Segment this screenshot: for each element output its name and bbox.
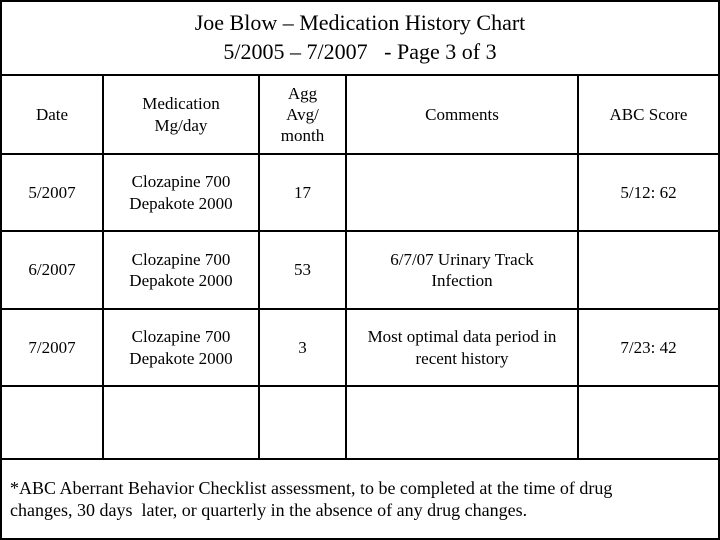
column-header-agg-avg-month: Agg Avg/ month <box>260 76 345 153</box>
cell-row1-abc-score: 5/12: 62 <box>579 155 718 230</box>
column-header-date: Date <box>2 76 102 153</box>
cell-row3-medication: Clozapine 700 Depakote 2000 <box>104 310 258 385</box>
cell-row4-medication <box>104 387 258 458</box>
slide-title: Joe Blow – Medication History Chart <box>194 10 526 36</box>
cell-row4-date <box>2 387 102 458</box>
abc-footnote-text: *ABC Aberrant Behavior Checklist assessm… <box>10 477 613 521</box>
cell-row2-agg: 53 <box>260 232 345 308</box>
column-header-comments: Comments <box>347 76 577 153</box>
cell-row2-abc-score <box>579 232 718 308</box>
footnote-box: *ABC Aberrant Behavior Checklist assessm… <box>2 460 718 538</box>
cell-row4-comments <box>347 387 577 458</box>
title-box: Joe Blow – Medication History Chart 5/20… <box>2 2 718 74</box>
cell-row1-agg: 17 <box>260 155 345 230</box>
column-header-abc-score: ABC Score <box>579 76 718 153</box>
cell-row3-agg: 3 <box>260 310 345 385</box>
cell-row2-date: 6/2007 <box>2 232 102 308</box>
cell-row1-date: 5/2007 <box>2 155 102 230</box>
cell-row4-agg <box>260 387 345 458</box>
cell-row3-date: 7/2007 <box>2 310 102 385</box>
cell-row2-comments: 6/7/07 Urinary Track Infection <box>347 232 577 308</box>
cell-row3-comments: Most optimal data period in recent histo… <box>347 310 577 385</box>
cell-row3-abc-score: 7/23: 42 <box>579 310 718 385</box>
cell-row2-medication: Clozapine 700 Depakote 2000 <box>104 232 258 308</box>
column-header-medication: Medication Mg/day <box>104 76 258 153</box>
medication-table: Date Medication Mg/day Agg Avg/ month Co… <box>2 76 718 458</box>
slide-subtitle: 5/2005 – 7/2007 - Page 3 of 3 <box>223 39 497 64</box>
cell-row1-medication: Clozapine 700 Depakote 2000 <box>104 155 258 230</box>
cell-row1-comments <box>347 155 577 230</box>
cell-row4-abc-score <box>579 387 718 458</box>
